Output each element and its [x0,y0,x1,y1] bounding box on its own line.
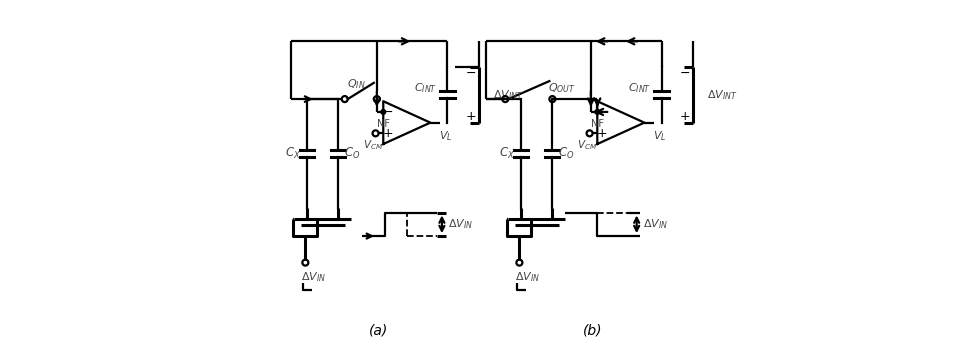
Text: $C_X$: $C_X$ [500,146,515,161]
Text: +: + [383,127,394,140]
Text: $\Delta V_{INT}$: $\Delta V_{INT}$ [493,88,524,102]
Text: $C_X$: $C_X$ [286,146,301,161]
Text: −: − [679,67,690,80]
Text: NF: NF [591,119,604,129]
Text: $C_O$: $C_O$ [344,146,361,161]
Text: $\Delta V_{IN}$: $\Delta V_{IN}$ [643,218,668,231]
Text: $\Delta V_{INT}$: $\Delta V_{INT}$ [708,88,738,102]
Text: $Q_{OUT}$: $Q_{OUT}$ [548,81,575,95]
Text: +: + [466,110,476,123]
Circle shape [595,110,600,114]
Text: (a): (a) [369,323,389,337]
Circle shape [381,110,386,114]
Text: $C_{INT}$: $C_{INT}$ [628,81,651,95]
Text: $V_L$: $V_L$ [438,129,452,143]
Text: −: − [466,67,476,80]
Text: $V_{CM}$: $V_{CM}$ [364,139,384,152]
Text: $\Delta V_{IN}$: $\Delta V_{IN}$ [515,271,540,284]
Text: (b): (b) [583,323,603,337]
Text: $\Delta V_{IN}$: $\Delta V_{IN}$ [301,271,327,284]
Text: $C_O$: $C_O$ [558,146,574,161]
Text: $V_{CM}$: $V_{CM}$ [577,139,598,152]
Text: +: + [679,110,690,123]
Text: −: − [383,105,394,118]
Text: $C_{INT}$: $C_{INT}$ [414,81,436,95]
Text: +: + [597,127,608,140]
Text: $Q_{IN}$: $Q_{IN}$ [348,77,366,91]
Text: $\Delta V_{IN}$: $\Delta V_{IN}$ [448,218,473,231]
Text: $V_L$: $V_L$ [652,129,666,143]
Text: NF: NF [377,119,390,129]
Text: −: − [597,105,608,118]
